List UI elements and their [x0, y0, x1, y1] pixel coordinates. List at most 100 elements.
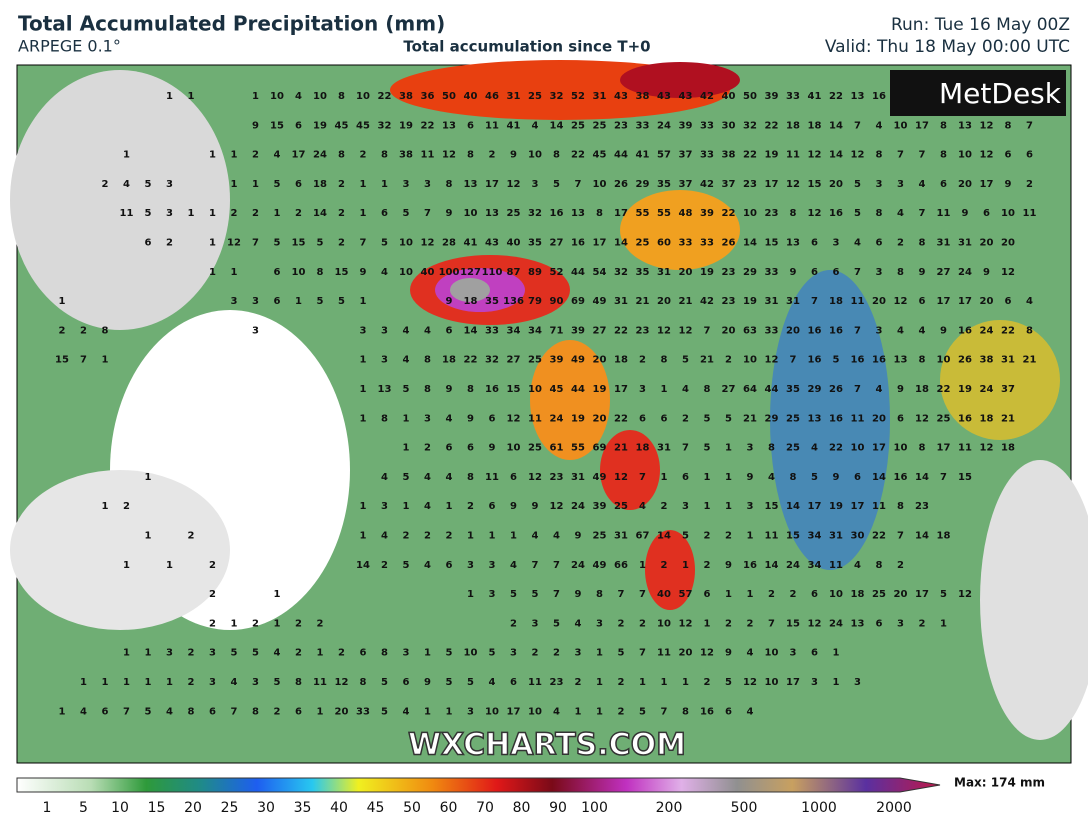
grid-value: 39 — [593, 501, 607, 512]
grid-value: 3 — [876, 325, 883, 336]
grid-value: 10 — [829, 589, 843, 600]
grid-value: 22 — [937, 384, 951, 395]
grid-value: 8 — [596, 208, 603, 219]
grid-value: 16 — [743, 560, 757, 571]
grid-value: 5 — [833, 355, 840, 366]
grid-value: 4 — [553, 706, 560, 717]
grid-value: 21 — [700, 355, 714, 366]
grid-value: 10 — [894, 120, 908, 131]
grid-value: 10 — [1001, 208, 1015, 219]
grid-value: 12 — [980, 120, 994, 131]
grid-value: 32 — [614, 267, 628, 278]
grid-value: 21 — [1001, 413, 1015, 424]
grid-value: 10 — [399, 238, 413, 249]
grid-value: 55 — [571, 443, 585, 454]
grid-value: 1 — [252, 179, 259, 190]
grid-value: 2 — [123, 501, 130, 512]
grid-value: 1 — [59, 706, 66, 717]
grid-value: 1 — [360, 296, 367, 307]
grid-value: 11 — [851, 413, 865, 424]
grid-value: 23 — [636, 325, 650, 336]
grid-value: 35 — [786, 384, 800, 395]
grid-value: 4 — [854, 560, 861, 571]
grid-value: 9 — [747, 472, 754, 483]
grid-value: 31 — [937, 238, 951, 249]
grid-value: 17 — [958, 296, 972, 307]
grid-value: 21 — [743, 413, 757, 424]
grid-value: 3 — [639, 384, 646, 395]
grid-value: 8 — [381, 413, 388, 424]
grid-value: 7 — [854, 325, 861, 336]
grid-value: 5 — [725, 413, 732, 424]
grid-value: 2 — [725, 531, 732, 542]
grid-value: 3 — [747, 443, 754, 454]
grid-value: 10 — [528, 150, 542, 161]
grid-value: 24 — [958, 267, 972, 278]
grid-value: 44 — [571, 384, 585, 395]
grid-value: 38 — [399, 150, 413, 161]
grid-value: 20 — [829, 179, 843, 190]
grid-value: 2 — [295, 648, 302, 659]
grid-value: 2 — [897, 238, 904, 249]
grid-value: 25 — [593, 531, 607, 542]
grid-value: 23 — [550, 472, 564, 483]
grid-value: 33 — [765, 325, 779, 336]
grid-value: 5 — [274, 238, 281, 249]
grid-value: 4 — [424, 325, 431, 336]
grid-value: 45 — [356, 120, 370, 131]
grid-value: 6 — [682, 472, 689, 483]
grid-value: 5 — [532, 589, 539, 600]
grid-value: 5 — [317, 296, 324, 307]
grid-value: 6 — [510, 677, 517, 688]
grid-value: 14 — [657, 531, 671, 542]
grid-value: 35 — [657, 179, 671, 190]
grid-value: 22 — [614, 325, 628, 336]
grid-value: 24 — [571, 560, 585, 571]
grid-value: 17 — [614, 384, 628, 395]
grid-value: 17 — [851, 501, 865, 512]
grid-value: 10 — [765, 677, 779, 688]
grid-value: 7 — [854, 384, 861, 395]
grid-value: 9 — [790, 267, 797, 278]
grid-value: 7 — [252, 238, 259, 249]
grid-value: 34 — [528, 325, 542, 336]
grid-value: 9 — [510, 150, 517, 161]
grid-value: 13 — [958, 120, 972, 131]
grid-value: 6 — [295, 706, 302, 717]
grid-value: 1 — [725, 589, 732, 600]
grid-value: 2 — [618, 706, 625, 717]
grid-value: 4 — [510, 560, 517, 571]
grid-value: 4 — [747, 648, 754, 659]
grid-value: 35 — [636, 267, 650, 278]
grid-value: 1 — [188, 208, 195, 219]
grid-value: 12 — [679, 618, 693, 629]
grid-value: 13 — [786, 238, 800, 249]
grid-value: 7 — [919, 208, 926, 219]
grid-value: 3 — [489, 589, 496, 600]
grid-value: 12 — [743, 677, 757, 688]
legend-label: 50 — [403, 800, 421, 816]
grid-value: 1 — [145, 531, 152, 542]
grid-value: 1 — [231, 179, 238, 190]
grid-value: 1 — [747, 589, 754, 600]
grid-value: 25 — [528, 91, 542, 102]
grid-value: 10 — [485, 706, 499, 717]
grid-value: 20 — [894, 589, 908, 600]
grid-value: 64 — [743, 384, 757, 395]
grid-value: 16 — [829, 325, 843, 336]
grid-value: 6 — [403, 677, 410, 688]
grid-value: 8 — [424, 355, 431, 366]
grid-value: 8 — [381, 648, 388, 659]
grid-value: 18 — [851, 589, 865, 600]
grid-value: 7 — [424, 208, 431, 219]
grid-value: 5 — [446, 648, 453, 659]
grid-value: 52 — [550, 267, 564, 278]
grid-value: 5 — [145, 706, 152, 717]
grid-value: 1 — [596, 706, 603, 717]
grid-value: 4 — [381, 531, 388, 542]
grid-value: 2 — [360, 150, 367, 161]
grid-value: 16 — [550, 208, 564, 219]
grid-value: 49 — [571, 355, 585, 366]
grid-value: 1 — [360, 179, 367, 190]
